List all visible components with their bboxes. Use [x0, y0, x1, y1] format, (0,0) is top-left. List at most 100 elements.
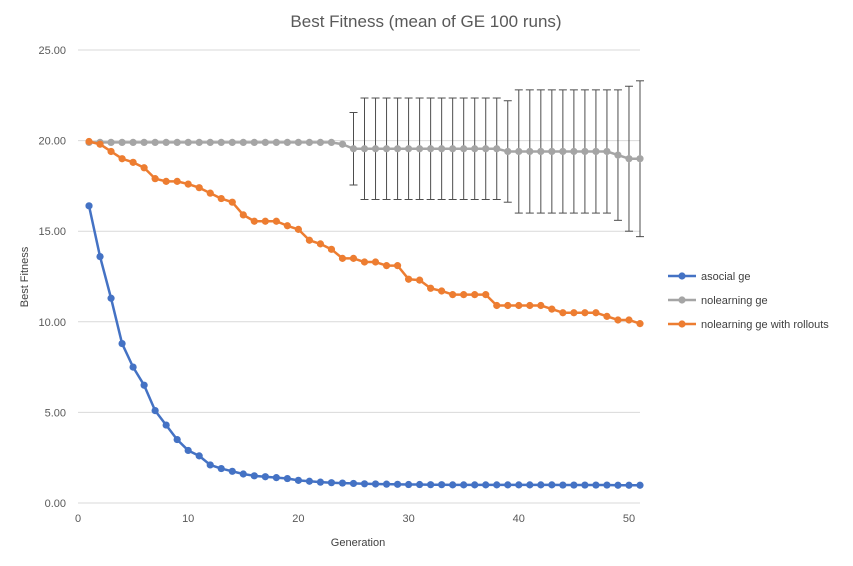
data-point — [360, 145, 369, 153]
data-point — [195, 138, 203, 147]
legend-label: asocial ge — [701, 271, 751, 283]
data-point — [239, 138, 247, 147]
data-point — [173, 435, 181, 444]
data-point — [449, 481, 457, 489]
data-point — [184, 138, 192, 147]
data-point — [173, 177, 181, 185]
data-point — [228, 138, 236, 147]
data-point — [151, 175, 159, 183]
data-point — [349, 254, 358, 262]
data-point — [526, 301, 534, 310]
data-point — [592, 481, 600, 489]
data-point — [636, 155, 644, 163]
series-asocial-ge — [85, 202, 644, 489]
data-point — [460, 481, 468, 489]
data-point — [107, 147, 115, 156]
data-point — [404, 480, 413, 489]
data-point — [173, 138, 181, 147]
data-point — [625, 155, 633, 163]
data-point — [603, 147, 611, 156]
data-point — [570, 147, 578, 156]
gridlines — [78, 49, 640, 504]
data-point — [526, 147, 534, 156]
y-axis-title: Best Fitness — [19, 246, 31, 307]
data-point — [548, 481, 556, 489]
data-point — [592, 147, 600, 156]
data-point — [438, 481, 446, 489]
x-tick-label: 10 — [182, 513, 194, 525]
data-point — [239, 470, 247, 478]
x-axis-title: Generation — [331, 537, 385, 549]
data-point — [570, 481, 578, 489]
data-point — [581, 147, 589, 156]
y-tick-label: 20.00 — [38, 136, 66, 148]
data-point — [548, 305, 556, 313]
data-point — [184, 180, 192, 188]
data-point — [162, 421, 170, 429]
data-point — [261, 473, 269, 481]
data-point — [338, 254, 347, 262]
data-point — [504, 481, 512, 489]
data-point — [438, 145, 446, 153]
data-point — [382, 262, 391, 270]
data-point — [614, 316, 622, 324]
y-axis-ticks: 0.00 5.00 10.00 15.00 20.00 25.00 — [38, 45, 66, 510]
data-point — [416, 276, 424, 284]
data-point — [603, 481, 611, 489]
data-point — [316, 138, 325, 147]
x-tick-label: 0 — [75, 513, 81, 525]
legend-label: nolearning ge — [701, 295, 768, 307]
data-point — [581, 309, 589, 317]
data-point — [140, 381, 148, 389]
data-point — [471, 481, 479, 489]
data-point — [393, 480, 402, 488]
y-tick-label: 5.00 — [45, 407, 66, 419]
data-point — [107, 138, 115, 147]
data-point — [625, 481, 633, 489]
data-point — [493, 301, 501, 310]
data-point — [338, 140, 347, 148]
data-point — [471, 291, 479, 299]
data-point — [493, 481, 501, 489]
data-point — [360, 258, 369, 266]
data-point — [449, 145, 457, 153]
data-point — [118, 339, 126, 348]
data-point — [449, 291, 457, 299]
data-point — [515, 147, 523, 156]
data-point — [206, 189, 214, 197]
data-point — [96, 140, 104, 148]
data-point — [228, 198, 236, 206]
data-point — [206, 138, 214, 147]
data-point — [515, 301, 523, 310]
data-point — [559, 147, 567, 156]
data-point — [482, 481, 490, 489]
data-point — [537, 481, 545, 489]
data-point — [294, 138, 302, 147]
data-point — [217, 464, 225, 473]
data-point — [272, 474, 280, 482]
data-point — [338, 479, 347, 487]
error-bars — [349, 80, 644, 238]
data-point — [261, 138, 269, 147]
data-point — [195, 184, 203, 192]
data-point — [570, 309, 578, 317]
data-point — [349, 145, 358, 153]
data-point — [118, 138, 126, 147]
data-point — [404, 145, 413, 153]
data-point — [526, 481, 534, 489]
data-point — [261, 217, 269, 225]
data-point — [493, 145, 501, 153]
data-point — [217, 138, 225, 147]
data-point — [272, 138, 280, 147]
data-point — [382, 145, 391, 153]
data-point — [504, 147, 512, 156]
data-point — [614, 481, 622, 489]
x-tick-label: 30 — [402, 513, 414, 525]
series-nolearning-ge — [85, 138, 644, 163]
legend-marker — [678, 272, 686, 280]
data-point — [283, 222, 291, 230]
data-point — [85, 137, 93, 146]
data-point — [140, 164, 148, 172]
data-point — [305, 477, 314, 485]
data-point — [603, 312, 611, 320]
